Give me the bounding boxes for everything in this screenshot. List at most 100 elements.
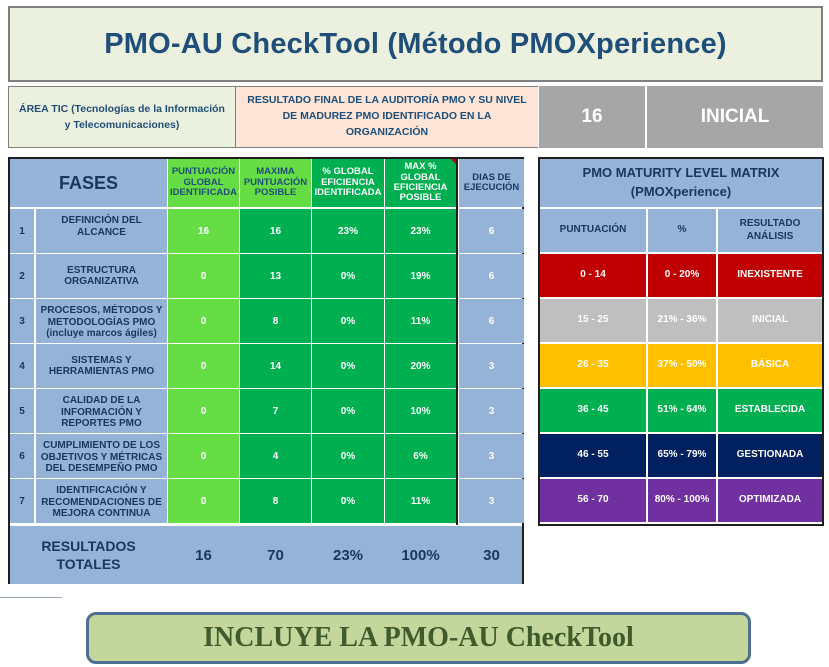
total-days: 30 [483,546,500,564]
phase-max-score: 13 [240,254,311,298]
phase-number: 4 [10,344,34,388]
banner-text: INCLUYE LA PMO-AU CheckTool [203,622,634,653]
matrix-title: PMO MATURITY LEVEL MATRIX (PMOXperience) [540,159,822,207]
phase-number: 6 [10,434,34,478]
phase-efficiency: 0% [312,389,384,433]
phase-days: 3 [459,344,524,388]
matrix-pct: 37% - 50% [648,344,716,387]
phase-name: IDENTIFICACIÓN Y RECOMENDACIONES DE MEJO… [36,479,167,523]
phase-max-efficiency: 23% [385,209,456,253]
matrix-header-score: PUNTUACIÓN [540,209,646,252]
divider-line [0,597,62,598]
phase-max-score: 16 [240,209,311,253]
total-max: 70 [267,546,284,564]
maturity-matrix: PMO MATURITY LEVEL MATRIX (PMOXperience)… [538,157,824,526]
table-row: 7 IDENTIFICACIÓN Y RECOMENDACIONES DE MEJ… [10,479,524,524]
phase-number: 1 [10,209,34,253]
total-eff: 23% [332,546,364,564]
phase-efficiency: 0% [312,344,384,388]
phase-score: 0 [168,479,239,523]
total-max-eff: 100% [401,546,440,564]
matrix-level: OPTIMIZADA [718,479,822,522]
matrix-level: BÁSICA [718,344,822,387]
phase-name: CUMPLIMIENTO DE LOS OBJETIVOS Y MÉTRICAS… [36,434,167,478]
phase-max-score: 4 [240,434,311,478]
phase-max-score: 8 [240,479,311,523]
app-title-box: PMO-AU CheckTool (Método PMOXperience) [8,6,823,82]
phase-efficiency: 0% [312,299,384,343]
matrix-range: 26 - 35 [540,344,646,387]
matrix-range: 56 - 70 [540,479,646,522]
matrix-level: INICIAL [718,299,822,342]
final-level: INICIAL [647,86,823,148]
matrix-row: 46 - 55 65% - 79% GESTIONADA [540,434,822,478]
phase-score: 0 [168,254,239,298]
header-max-score: MAXIMA PUNTUACIÓN POSIBLE [240,159,311,207]
phase-efficiency: 23% [312,209,384,253]
phase-efficiency: 0% [312,434,384,478]
phase-max-score: 14 [240,344,311,388]
phase-max-efficiency: 11% [385,299,456,343]
matrix-level: ESTABLECIDA [718,389,822,432]
matrix-range: 0 - 14 [540,254,646,297]
matrix-pct: 65% - 79% [648,434,716,477]
phase-number: 5 [10,389,34,433]
phase-max-efficiency: 19% [385,254,456,298]
phase-days: 3 [459,434,524,478]
matrix-pct: 51% - 64% [648,389,716,432]
phase-max-score: 7 [240,389,311,433]
phase-score: 0 [168,344,239,388]
matrix-header-result: RESULTADO ANÁLISIS [718,209,822,252]
phase-name: ESTRUCTURA ORGANIZATIVA [36,254,167,298]
phases-table: FASES PUNTUACIÓN GLOBAL IDENTIFICADA MAX… [8,157,524,584]
matrix-level: GESTIONADA [718,434,822,477]
table-row: 5 CALIDAD DE LA INFORMACIÓN Y REPORTES PM… [10,389,524,434]
phase-name: CALIDAD DE LA INFORMACIÓN Y REPORTES PMO [36,389,167,433]
matrix-range: 15 - 25 [540,299,646,342]
phase-score: 16 [168,209,239,253]
phase-days: 6 [459,254,524,298]
phase-days: 3 [459,479,524,523]
phase-score: 0 [168,299,239,343]
phase-number: 3 [10,299,34,343]
header-global-score: PUNTUACIÓN GLOBAL IDENTIFICADA [168,159,239,207]
phase-name: PROCESOS, MÉTODOS Y METODOLOGÍAS PMO (in… [36,299,167,343]
phase-name: SISTEMAS Y HERRAMIENTAS PMO [36,344,167,388]
page-title: PMO-AU CheckTool (Método PMOXperience) [104,27,727,60]
final-score: 16 [539,86,645,148]
matrix-header-pct: % [648,209,716,252]
total-score: 16 [195,546,212,564]
matrix-row: 26 - 35 37% - 50% BÁSICA [540,344,822,388]
phase-efficiency: 0% [312,479,384,523]
matrix-range: 36 - 45 [540,389,646,432]
header-days: DIAS DE EJECUCIÓN [459,159,524,207]
phase-number: 2 [10,254,34,298]
result-label: RESULTADO FINAL DE LA AUDITORÍA PMO Y SU… [236,86,538,148]
matrix-header-row: PUNTUACIÓN % RESULTADO ANÁLISIS [540,209,822,253]
phase-efficiency: 0% [312,254,384,298]
table-row: 2 ESTRUCTURA ORGANIZATIVA 0 13 0% 19% 6 [10,254,524,299]
phase-max-efficiency: 10% [385,389,456,433]
table-row: 3 PROCESOS, MÉTODOS Y METODOLOGÍAS PMO (i… [10,299,524,344]
phase-max-efficiency: 6% [385,434,456,478]
totals-label: RESULTADOS TOTALES [41,537,136,572]
matrix-pct: 80% - 100% [648,479,716,522]
matrix-level: INEXISTENTE [718,254,822,297]
totals-row: RESULTADOS TOTALES 16 70 23% 100% 30 [10,526,522,584]
bottom-banner: INCLUYE LA PMO-AU CheckTool [86,612,751,664]
phase-number: 7 [10,479,34,523]
header-max-eff-label: MAX % GLOBAL EFICIENCIA POSIBLE [393,161,448,204]
table-row: 6 CUMPLIMIENTO DE LOS OBJETIVOS Y MÉTRICA… [10,434,524,479]
phase-max-efficiency: 11% [385,479,456,523]
matrix-pct: 21% - 36% [648,299,716,342]
phase-max-score: 8 [240,299,311,343]
phase-score: 0 [168,389,239,433]
phase-name: DEFINICIÓN DEL ALCANCE [36,209,167,253]
matrix-pct: 0 - 20% [648,254,716,297]
matrix-range: 46 - 55 [540,434,646,477]
matrix-row: 15 - 25 21% - 36% INICIAL [540,299,822,343]
header-fases: FASES [10,159,167,207]
phase-days: 6 [459,299,524,343]
comment-marker-icon [451,159,456,164]
matrix-row: 36 - 45 51% - 64% ESTABLECIDA [540,389,822,433]
